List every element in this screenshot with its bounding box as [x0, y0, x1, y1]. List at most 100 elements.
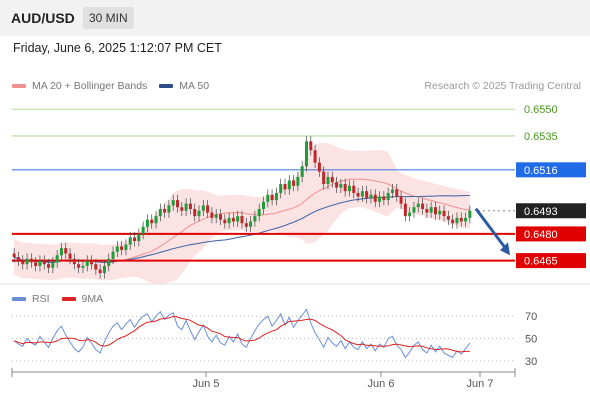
- candle-body: [438, 210, 442, 215]
- candle-body: [244, 223, 248, 227]
- candle-body: [128, 237, 132, 245]
- candle-body: [227, 217, 231, 224]
- ma20-swatch-icon: [12, 84, 26, 88]
- candle-body: [16, 257, 20, 261]
- header-bar: AUD/USD 30 MIN: [0, 0, 590, 36]
- candle-body: [408, 212, 412, 217]
- candle-body: [356, 192, 360, 197]
- candle-body: [266, 194, 270, 202]
- level-label-0.6535: 0.6535: [524, 131, 558, 143]
- candle-body: [249, 221, 253, 227]
- candle-body: [304, 141, 308, 167]
- x-tick-label: Jun 5: [193, 378, 220, 390]
- candle-body: [21, 260, 25, 265]
- candle-body: [421, 203, 425, 209]
- candle-body: [94, 264, 98, 270]
- candle-body: [270, 194, 274, 201]
- candle-body: [283, 184, 287, 190]
- candle-body: [390, 189, 394, 193]
- candle-body: [51, 262, 55, 268]
- timeframe-badge[interactable]: 30 MIN: [83, 7, 134, 29]
- legend-label-rsi: RSI: [32, 293, 50, 305]
- candle-body: [59, 248, 63, 256]
- candle-body: [451, 219, 455, 224]
- candle-body: [167, 205, 171, 213]
- rsi-tick-70: 70: [525, 311, 537, 323]
- candle-body: [231, 217, 235, 222]
- candle-body: [322, 171, 326, 185]
- candle-body: [81, 265, 85, 268]
- candle-body: [42, 260, 46, 265]
- candle-body: [29, 258, 33, 263]
- candle-body: [107, 258, 111, 266]
- main-legend: MA 20 + Bollinger Bands MA 50: [12, 80, 209, 92]
- candle-body: [236, 216, 240, 222]
- legend-item-ma50: MA 50: [159, 80, 209, 92]
- level-label-0.6493: 0.6493: [524, 206, 558, 218]
- candle-body: [85, 260, 89, 266]
- level-badge-0.6465: [516, 253, 586, 269]
- rsi-line: [13, 308, 471, 359]
- candle-body: [102, 265, 106, 274]
- candle-body: [141, 226, 145, 234]
- candle-body: [416, 203, 420, 208]
- candle-body: [72, 258, 76, 265]
- level-label-0.6550: 0.6550: [524, 104, 558, 116]
- rsi-tick-50: 50: [525, 334, 537, 346]
- candle-body: [77, 264, 81, 268]
- candle-body: [446, 216, 450, 220]
- rsi-swatch-icon: [12, 297, 26, 301]
- candle-body: [373, 194, 377, 202]
- legend-label-ma20: MA 20 + Bollinger Bands: [32, 80, 148, 92]
- timestamp: Friday, June 6, 2025 1:12:07 PM CET: [13, 41, 222, 55]
- candle-body: [274, 192, 278, 201]
- candle-body: [150, 219, 154, 224]
- x-tick-label: Jun 6: [368, 378, 395, 390]
- level-label-0.6465: 0.6465: [524, 256, 558, 268]
- candle-body: [369, 194, 373, 199]
- candle-body: [38, 260, 42, 266]
- candle-body: [180, 207, 184, 211]
- candle-body: [34, 262, 38, 266]
- rsi-tick-30: 30: [525, 356, 537, 368]
- candle-body: [55, 255, 59, 263]
- candle-body: [292, 180, 296, 186]
- level-badge-0.6480: [516, 226, 586, 242]
- candle-body: [98, 269, 102, 274]
- candle-body: [442, 210, 446, 217]
- candle-body: [309, 141, 313, 151]
- candle-body: [90, 260, 94, 265]
- candle-body: [352, 185, 356, 193]
- candle-body: [399, 196, 403, 204]
- candle-body: [145, 219, 149, 227]
- candle-body: [253, 216, 257, 222]
- legend-item-ma20: MA 20 + Bollinger Bands: [12, 80, 147, 92]
- candle-body: [326, 176, 330, 185]
- candle-body: [257, 208, 261, 217]
- ma9-swatch-icon: [61, 297, 76, 301]
- candle-body: [330, 176, 334, 183]
- candle-body: [339, 184, 343, 188]
- candle-body: [197, 210, 201, 217]
- legend-item-9ma: 9MA: [61, 293, 103, 305]
- candle-body: [240, 216, 244, 224]
- candle-body: [287, 180, 291, 190]
- candle-body: [378, 196, 382, 202]
- candle-body: [296, 176, 300, 186]
- candle-body: [279, 184, 283, 193]
- candle-body: [47, 264, 51, 268]
- candle-body: [171, 200, 175, 206]
- candle-body: [214, 214, 218, 218]
- candle-body: [313, 150, 317, 163]
- candle-body: [124, 244, 128, 250]
- candle-body: [201, 205, 205, 211]
- candle-body: [360, 191, 364, 197]
- rsi-legend: RSI 9MA: [12, 293, 103, 305]
- candle-body: [115, 246, 119, 252]
- candle-body: [188, 203, 192, 209]
- candle-body: [343, 184, 347, 192]
- candle-body: [468, 210, 472, 218]
- candle-body: [158, 208, 162, 217]
- ma50-swatch-icon: [159, 84, 174, 88]
